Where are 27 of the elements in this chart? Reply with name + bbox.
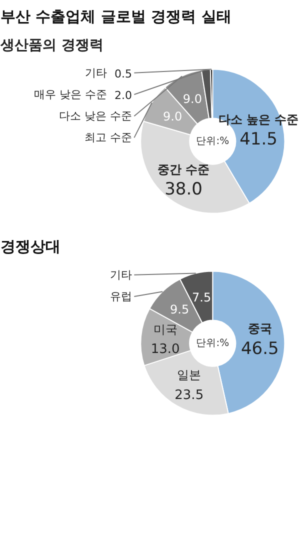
data-label: 13.0 — [150, 342, 180, 358]
data-label: 38.0 — [164, 180, 202, 200]
chart-subtitle: 생산품의 경쟁력 — [0, 38, 104, 54]
data-label: 23.5 — [174, 388, 204, 403]
slice-label: 최고 수준 — [84, 131, 132, 144]
data-label: 0.5 — [114, 67, 132, 80]
slice-label: 다소 높은 수준 — [218, 112, 299, 126]
data-label: 46.5 — [240, 338, 279, 359]
slice-label: 매우 낮은 수준 — [34, 88, 107, 101]
data-label: 9.0 — [182, 92, 202, 106]
chart-title: 부산 수출업체 글로벌 경쟁력 실태 — [0, 8, 232, 26]
slice-label: 기타 — [110, 268, 132, 282]
chart-title: 경쟁상대 — [0, 238, 60, 256]
slice-label: 일본 — [177, 368, 202, 382]
text: 단위:% — [196, 136, 230, 147]
data-label: 7.5 — [192, 290, 212, 305]
data-label: 41.5 — [240, 130, 278, 150]
slice-label: 기타 — [84, 66, 107, 80]
slice-label: 중국 — [248, 322, 272, 336]
text: 단위:% — [196, 338, 230, 349]
data-label: 9.5 — [170, 302, 190, 317]
slice-label: 중간 수준 — [157, 162, 210, 176]
data-label: 9.0 — [162, 109, 182, 124]
slice-label: 유럽 — [110, 290, 132, 303]
slice-label: 미국 — [153, 322, 178, 336]
data-label: 2.0 — [114, 89, 132, 102]
slice-label: 다소 낮은 수준 — [59, 110, 132, 123]
